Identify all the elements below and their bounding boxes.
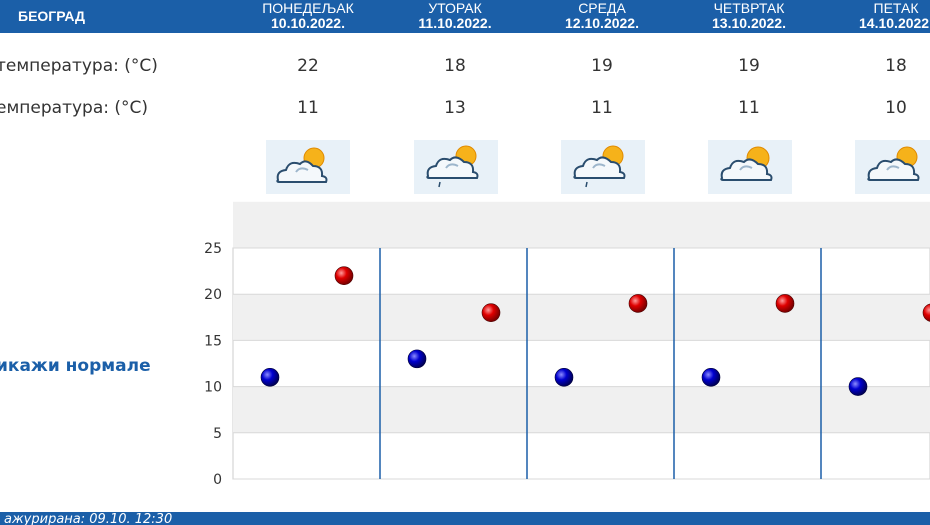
min-temp-value: 11 (738, 98, 760, 118)
max-temp-point (628, 294, 648, 313)
min-temp-value: 11 (591, 98, 613, 118)
day-date: 11.10.2022. (418, 15, 492, 31)
max-temp-point (922, 303, 930, 322)
day-date: 10.10.2022. (271, 15, 345, 31)
day-header-1: ПОНЕДЕЉАК 10.10.2022. (243, 0, 373, 31)
y-tick-label: 0 (213, 472, 222, 488)
max-temp-value: 18 (444, 56, 466, 76)
max-temp-value: 22 (297, 56, 319, 76)
max-temp-value: 19 (591, 56, 613, 76)
min-temp-label: емпература: (°C) (0, 98, 149, 118)
day-date: 14.10.2022. (859, 15, 930, 31)
grid-band (233, 201, 930, 248)
plot-area (232, 247, 930, 480)
min-temp-point (260, 368, 280, 387)
day-date: 12.10.2022. (565, 15, 639, 31)
day-date: 13.10.2022. (712, 15, 786, 31)
day-header-5: ПЕТАК 14.10.2022. (831, 0, 930, 31)
y-tick-label: 15 (204, 333, 222, 349)
day-name: ПЕТАК (873, 0, 919, 16)
day-name: ПОНЕДЕЉАК (262, 0, 354, 16)
max-temp-value: 19 (738, 56, 760, 76)
y-tick-label: 20 (204, 287, 222, 303)
max-temp-point (481, 303, 501, 322)
weather-label: : (0, 159, 2, 179)
max-temp-label: температура: (°C) (0, 56, 158, 76)
min-temp-point (554, 368, 574, 387)
day-header-3: СРЕДА 12.10.2022. (537, 0, 667, 31)
grid-band (233, 294, 930, 341)
day-header-2: УТОРАК 11.10.2022. (390, 0, 520, 31)
max-temp-value: 18 (885, 56, 907, 76)
min-temp-point (848, 377, 868, 396)
header-bar: БЕОГРАД ПОНЕДЕЉАК 10.10.2022. УТОРАК 11.… (0, 0, 930, 33)
min-temp-value: 10 (885, 98, 907, 118)
partly-cloudy-drizzle-icon (561, 140, 645, 194)
city-name: БЕОГРАД (18, 8, 85, 24)
max-temp-point (334, 266, 354, 286)
partly-cloudy-drizzle-icon (414, 140, 498, 194)
day-name: ЧЕТВРТАК (713, 0, 785, 16)
day-header-4: ЧЕТВРТАК 13.10.2022. (684, 0, 814, 31)
min-temp-point (701, 368, 721, 387)
show-normals-link[interactable]: икажи нормале (0, 356, 151, 376)
day-name: УТОРАК (428, 0, 482, 16)
y-tick-label: 5 (213, 426, 222, 442)
y-tick-label: 25 (204, 241, 222, 257)
day-name: СРЕДА (578, 0, 626, 16)
partly-cloudy-icon (855, 140, 930, 194)
footer-bar: ажурирана: 09.10. 12:30 (0, 512, 930, 525)
min-temp-value: 11 (297, 98, 319, 118)
max-temp-point (775, 294, 795, 313)
grid-band (233, 386, 930, 433)
updated-time: ажурирана: 09.10. 12:30 (4, 512, 173, 525)
partly-cloudy-icon (266, 140, 350, 194)
min-temp-point (407, 349, 427, 369)
y-tick-label: 10 (204, 380, 222, 396)
partly-cloudy-icon (708, 140, 792, 194)
min-temp-value: 13 (444, 98, 466, 118)
